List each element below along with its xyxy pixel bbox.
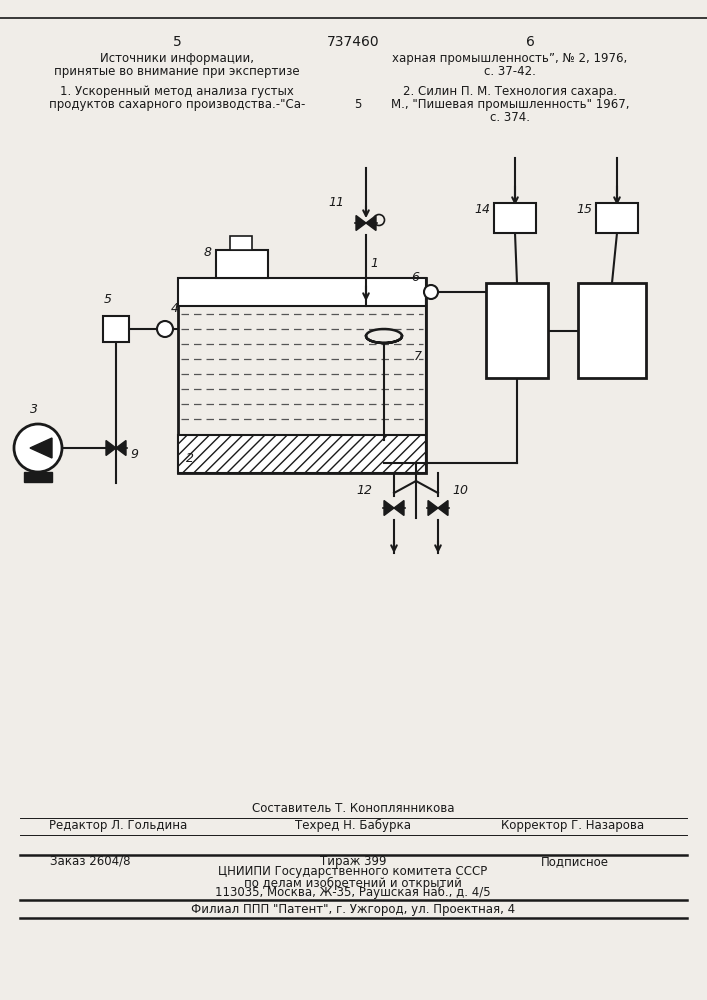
Bar <box>216 250 268 278</box>
Text: 13: 13 <box>506 322 527 340</box>
Text: 2: 2 <box>186 452 194 465</box>
Text: 1: 1 <box>370 257 378 270</box>
Text: с. 37-42.: с. 37-42. <box>484 65 536 78</box>
Text: продуктов сахарного производства.-"Са-: продуктов сахарного производства.-"Са- <box>49 98 305 111</box>
Text: 5: 5 <box>354 98 362 111</box>
Text: 113035, Москва, Ж-35, Раушская наб., д. 4/5: 113035, Москва, Ж-35, Раушская наб., д. … <box>215 886 491 899</box>
Polygon shape <box>116 440 126 456</box>
Text: с. 374.: с. 374. <box>490 111 530 124</box>
Bar <box>178 435 426 473</box>
Text: Техред Н. Бабурка: Техред Н. Бабурка <box>295 819 411 832</box>
Text: 12: 12 <box>356 484 372 496</box>
Polygon shape <box>438 500 448 516</box>
Bar <box>486 283 548 378</box>
Text: 16: 16 <box>600 322 624 340</box>
Text: Филиал ППП "Патент", г. Ужгород, ул. Проектная, 4: Филиал ППП "Патент", г. Ужгород, ул. Про… <box>191 903 515 916</box>
Text: 11: 11 <box>328 196 344 210</box>
Text: 7: 7 <box>414 350 422 362</box>
Text: 2. Силин П. М. Технология сахара.: 2. Силин П. М. Технология сахара. <box>403 85 617 98</box>
Text: Заказ 2604/8: Заказ 2604/8 <box>49 855 130 868</box>
Bar <box>578 283 646 378</box>
Text: 10: 10 <box>452 484 468 496</box>
Bar <box>596 203 638 233</box>
Text: 8: 8 <box>204 246 212 259</box>
Text: принятые во внимание при экспертизе: принятые во внимание при экспертизе <box>54 65 300 78</box>
Polygon shape <box>24 472 52 482</box>
Bar <box>494 203 536 233</box>
Polygon shape <box>30 438 52 458</box>
Polygon shape <box>106 440 116 456</box>
Text: ЦНИИПИ Государственного комитета СССР: ЦНИИПИ Государственного комитета СССР <box>218 865 488 878</box>
Text: 5: 5 <box>104 293 112 306</box>
Text: М., "Пишевая промышленность" 1967,: М., "Пишевая промышленность" 1967, <box>391 98 629 111</box>
Text: 737460: 737460 <box>327 35 380 49</box>
Text: 6: 6 <box>411 271 419 284</box>
Bar <box>178 278 426 473</box>
Circle shape <box>157 321 173 337</box>
Text: 5: 5 <box>173 35 182 49</box>
Bar <box>103 316 129 342</box>
Text: Редактор Л. Гольдина: Редактор Л. Гольдина <box>49 819 187 832</box>
Text: 14: 14 <box>474 203 490 216</box>
Bar <box>230 236 252 250</box>
Text: 1. Ускоренный метод анализа густых: 1. Ускоренный метод анализа густых <box>60 85 294 98</box>
Circle shape <box>14 424 62 472</box>
Bar <box>178 278 426 306</box>
Text: Тираж 399: Тираж 399 <box>320 855 386 868</box>
Text: 15: 15 <box>576 203 592 216</box>
Text: Корректор Г. Назарова: Корректор Г. Назарова <box>501 819 645 832</box>
Text: 4: 4 <box>171 302 179 315</box>
Polygon shape <box>384 500 394 516</box>
Text: по делам изобретений и открытий: по делам изобретений и открытий <box>244 877 462 890</box>
Text: харная промышленность”, № 2, 1976,: харная промышленность”, № 2, 1976, <box>392 52 628 65</box>
Text: 9: 9 <box>130 448 138 460</box>
Polygon shape <box>428 500 438 516</box>
Text: 3: 3 <box>30 403 38 416</box>
Circle shape <box>424 285 438 299</box>
Text: Источники информации,: Источники информации, <box>100 52 254 65</box>
Polygon shape <box>356 216 366 231</box>
Text: 6: 6 <box>525 35 534 49</box>
Polygon shape <box>366 216 376 231</box>
Text: Составитель Т. Коноплянникова: Составитель Т. Коноплянникова <box>252 802 455 815</box>
Text: Подписное: Подписное <box>541 855 609 868</box>
Polygon shape <box>394 500 404 516</box>
